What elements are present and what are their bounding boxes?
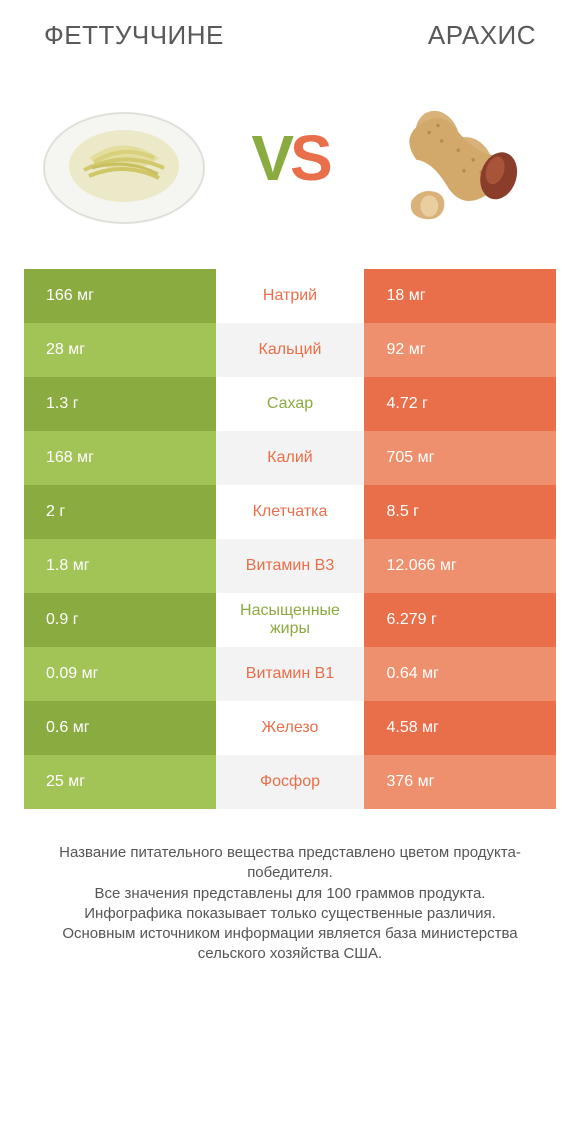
right-value-cell: 12.066 мг [364, 539, 556, 593]
right-value-cell: 4.72 г [364, 377, 556, 431]
vs-s-letter: S [290, 122, 329, 194]
header-row: ФЕТТУЧЧИНЕ АРАХИС [24, 20, 556, 51]
table-row: 0.9 гНасыщенные жиры6.279 г [24, 593, 556, 647]
images-row: VS [24, 63, 556, 253]
peanuts-icon [366, 78, 546, 238]
nutrient-label-cell: Кальций [216, 323, 365, 377]
left-value-cell: 25 мг [24, 755, 216, 809]
left-value-cell: 0.09 мг [24, 647, 216, 701]
footer-notes: Название питательного вещества представл… [24, 843, 556, 965]
right-value-cell: 705 мг [364, 431, 556, 485]
right-value-cell: 0.64 мг [364, 647, 556, 701]
table-row: 28 мгКальций92 мг [24, 323, 556, 377]
nutrient-label-cell: Насыщенные жиры [216, 593, 365, 647]
table-row: 168 мгКалий705 мг [24, 431, 556, 485]
comparison-table: 166 мгНатрий18 мг28 мгКальций92 мг1.3 гС… [24, 269, 556, 809]
left-value-cell: 168 мг [24, 431, 216, 485]
vs-label: VS [251, 121, 328, 195]
right-value-cell: 92 мг [364, 323, 556, 377]
nutrient-label-cell: Калий [216, 431, 365, 485]
fettuccine-icon [34, 78, 214, 238]
table-row: 0.6 мгЖелезо4.58 мг [24, 701, 556, 755]
right-value-cell: 4.58 мг [364, 701, 556, 755]
nutrient-label-cell: Сахар [216, 377, 365, 431]
footer-line: Инфографика показывает только существенн… [30, 904, 550, 924]
nutrient-label-cell: Витамин B3 [216, 539, 365, 593]
table-row: 2 гКлетчатка8.5 г [24, 485, 556, 539]
left-value-cell: 1.8 мг [24, 539, 216, 593]
left-value-cell: 28 мг [24, 323, 216, 377]
right-value-cell: 18 мг [364, 269, 556, 323]
left-value-cell: 1.3 г [24, 377, 216, 431]
table-row: 0.09 мгВитамин B10.64 мг [24, 647, 556, 701]
nutrient-label-cell: Клетчатка [216, 485, 365, 539]
left-value-cell: 0.6 мг [24, 701, 216, 755]
left-value-cell: 0.9 г [24, 593, 216, 647]
right-value-cell: 6.279 г [364, 593, 556, 647]
table-row: 166 мгНатрий18 мг [24, 269, 556, 323]
footer-line: Основным источником информации является … [30, 924, 550, 965]
right-value-cell: 376 мг [364, 755, 556, 809]
table-row: 25 мгФосфор376 мг [24, 755, 556, 809]
table-row: 1.3 гСахар4.72 г [24, 377, 556, 431]
left-food-title: ФЕТТУЧЧИНЕ [44, 20, 224, 51]
table-row: 1.8 мгВитамин B312.066 мг [24, 539, 556, 593]
footer-line: Название питательного вещества представл… [30, 843, 550, 884]
nutrient-label-cell: Витамин B1 [216, 647, 365, 701]
footer-line: Все значения представлены для 100 граммо… [30, 884, 550, 904]
left-value-cell: 2 г [24, 485, 216, 539]
right-food-title: АРАХИС [428, 20, 536, 51]
left-value-cell: 166 мг [24, 269, 216, 323]
nutrient-label-cell: Железо [216, 701, 365, 755]
right-value-cell: 8.5 г [364, 485, 556, 539]
nutrient-label-cell: Натрий [216, 269, 365, 323]
vs-v-letter: V [251, 122, 290, 194]
nutrient-label-cell: Фосфор [216, 755, 365, 809]
